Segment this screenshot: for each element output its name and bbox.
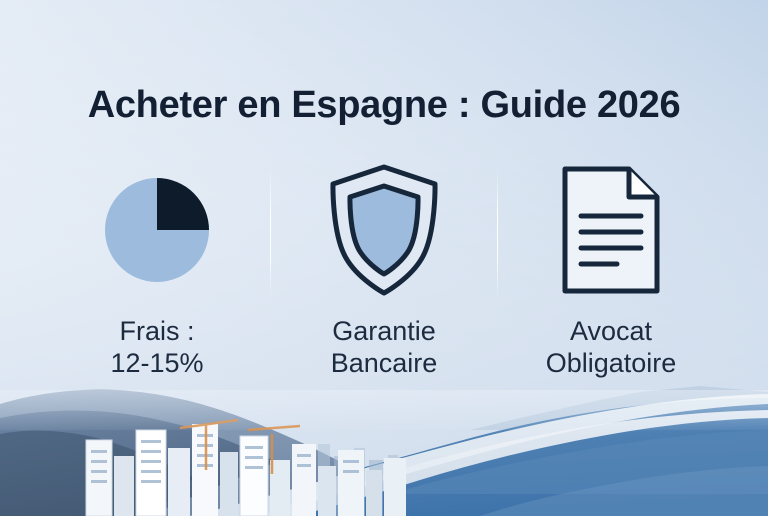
caption-bank-guarantee-line-2: Bancaire — [330, 347, 438, 378]
caption-bank-guarantee: Garantie Bancaire — [269, 316, 499, 379]
shield-wrap — [269, 160, 499, 300]
column-divider-2 — [497, 168, 498, 300]
shield-icon — [330, 164, 438, 296]
caption-bank-guarantee-line-1: Garantie — [332, 316, 436, 346]
column-divider-1 — [270, 168, 271, 300]
caption-fees: Frais : 12-15% — [42, 316, 272, 379]
pie-chart-icon — [105, 178, 209, 282]
column-fees: Frais : 12-15% — [42, 160, 272, 379]
caption-lawyer-line-2: Obligatoire — [545, 347, 677, 378]
caption-fees-line-2: 12-15% — [110, 347, 204, 378]
caption-fees-line-1: Frais : — [119, 316, 195, 346]
caption-lawyer: Avocat Obligatoire — [496, 316, 726, 379]
caption-lawyer-line-1: Avocat — [569, 316, 653, 346]
column-bank-guarantee: Garantie Bancaire — [269, 160, 499, 379]
document-icon — [562, 166, 660, 294]
pie-chart-wrap — [42, 160, 272, 300]
document-wrap — [496, 160, 726, 300]
column-lawyer: Avocat Obligatoire — [496, 160, 726, 379]
page-title: Acheter en Espagne : Guide 2026 — [87, 84, 681, 126]
